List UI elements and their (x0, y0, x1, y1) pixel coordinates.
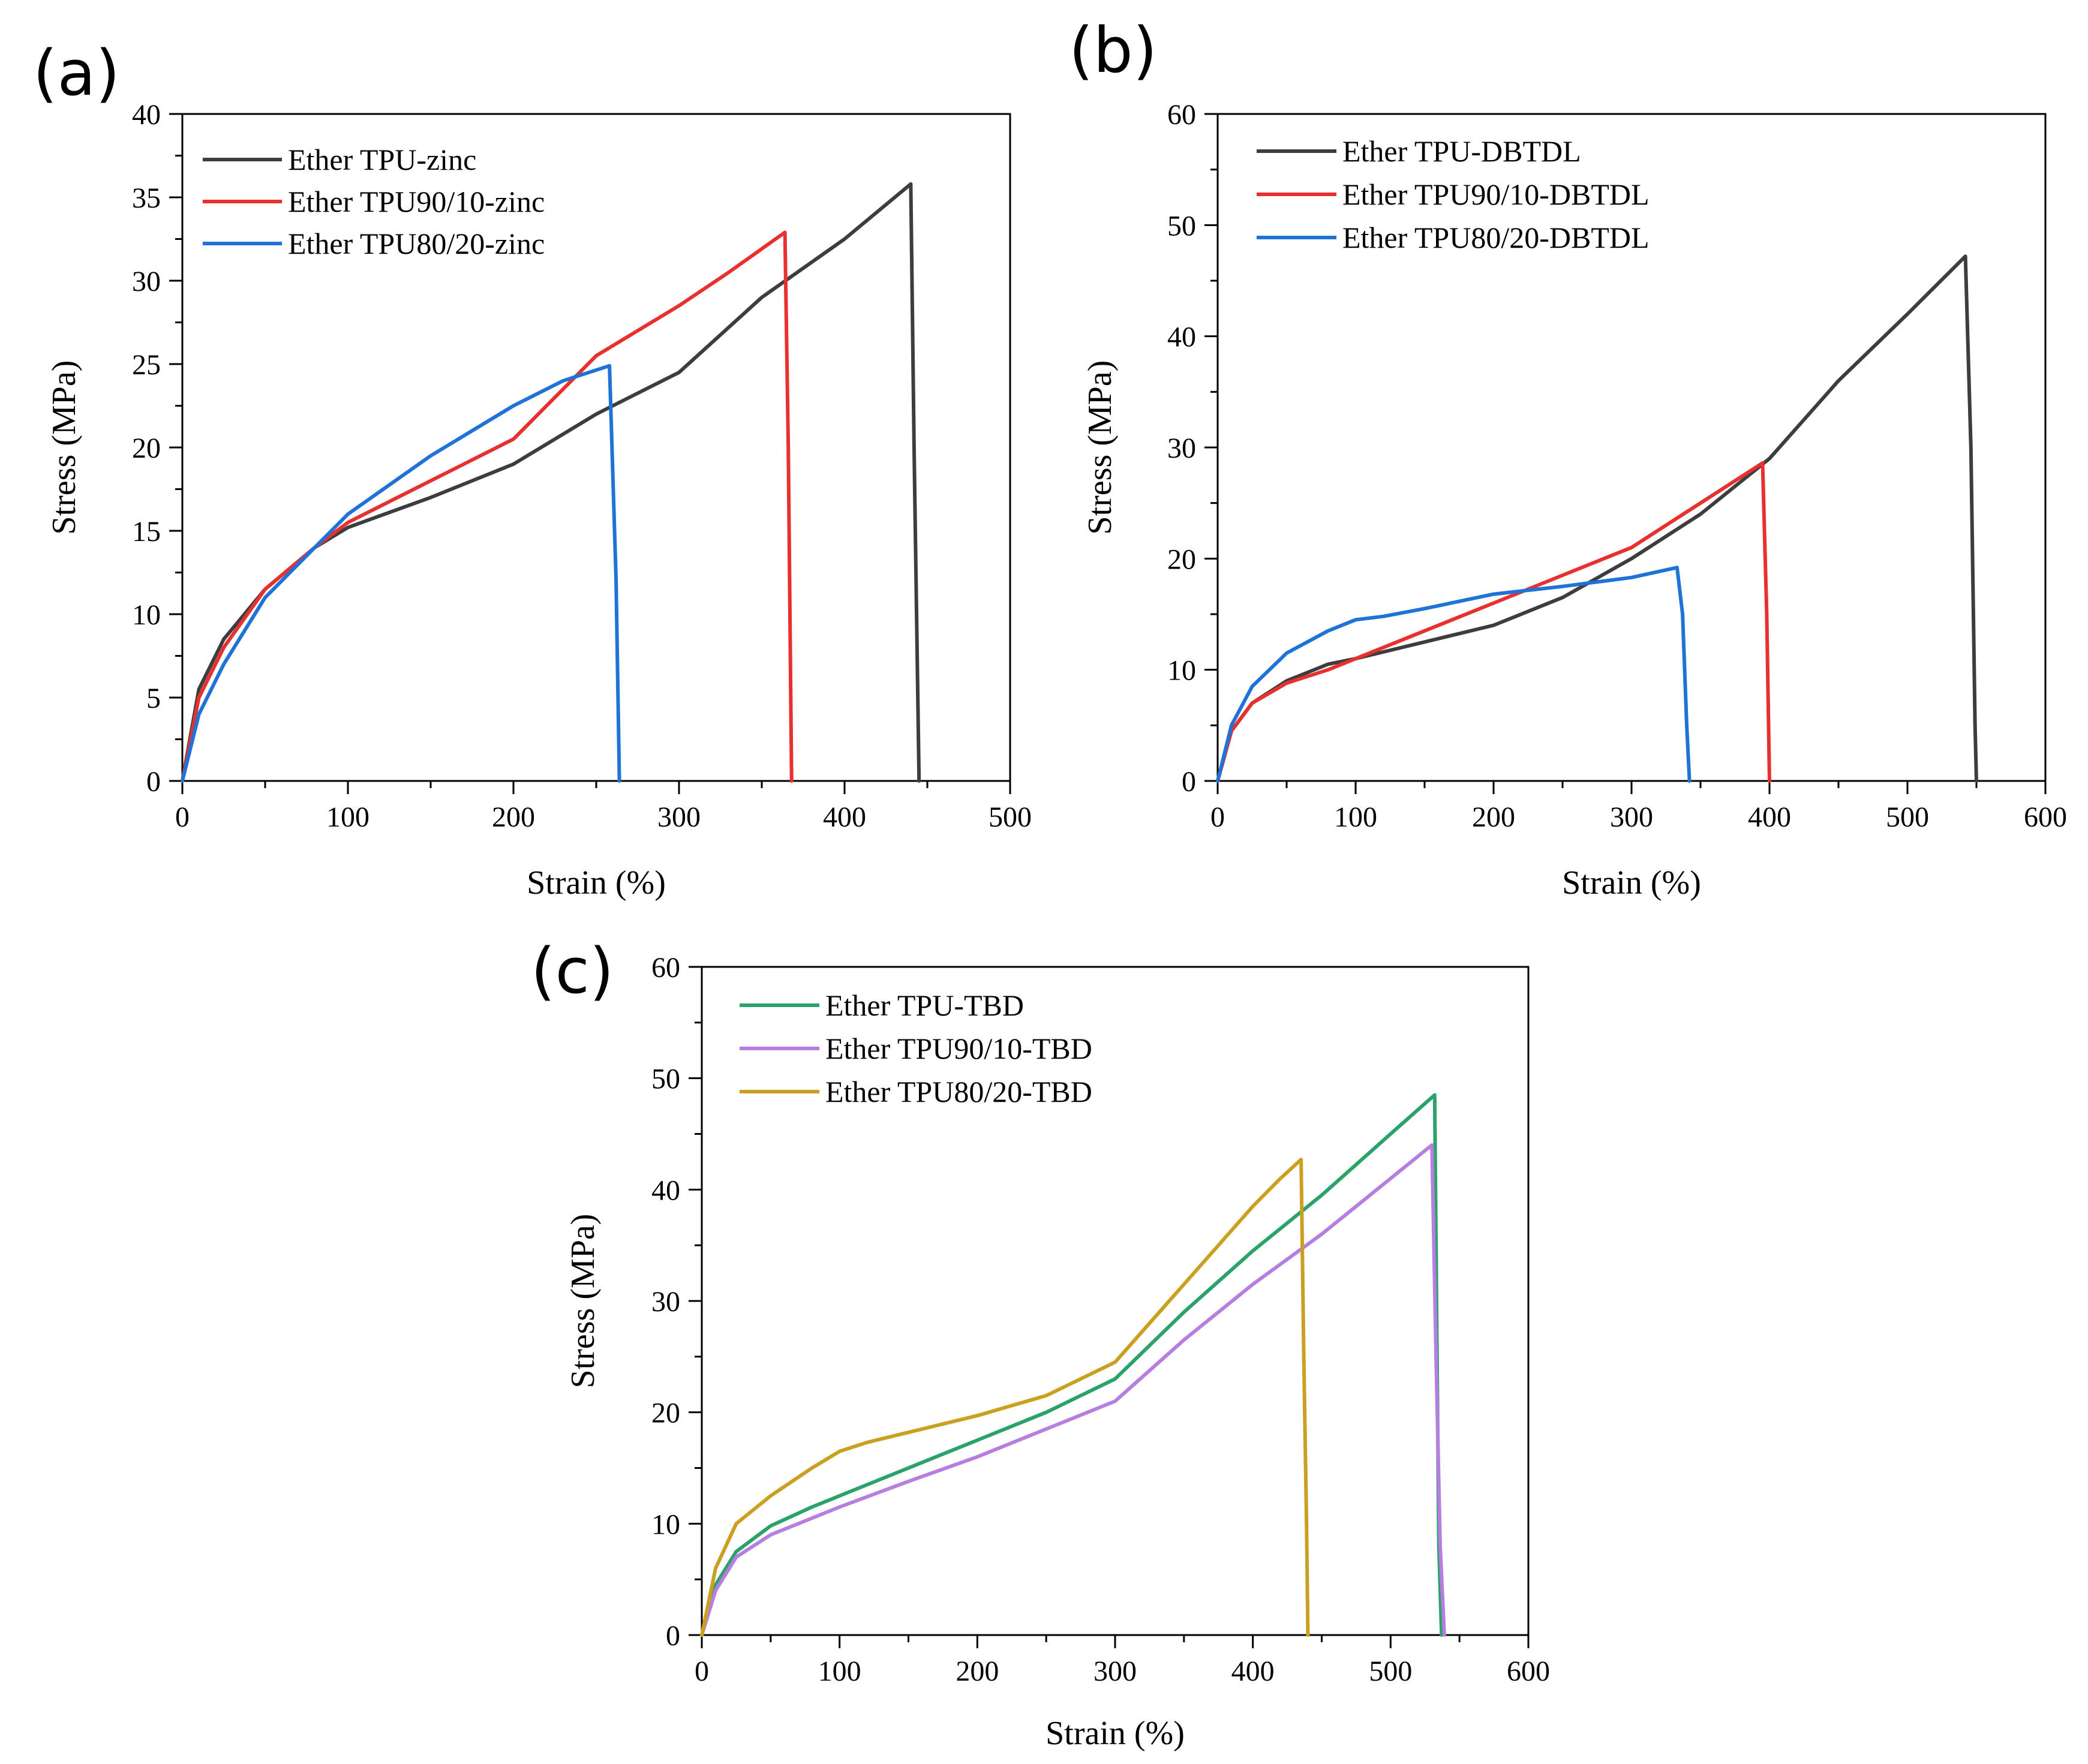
x-tick-label: 0 (695, 1655, 709, 1687)
x-tick-label: 100 (1334, 801, 1377, 833)
y-tick-label: 0 (666, 1620, 680, 1652)
series-line-1 (700, 1093, 1444, 1637)
y-tick-label: 60 (651, 952, 680, 984)
y-tick-label: 5 (146, 683, 161, 714)
y-tick-label: 20 (132, 432, 161, 464)
x-tick-label: 100 (818, 1655, 861, 1687)
y-tick-label: 40 (132, 99, 161, 131)
legend-label: Ether TPU-zinc (288, 143, 476, 176)
y-tick-label: 0 (146, 766, 161, 798)
series-line-1 (1216, 254, 1978, 783)
legend: Ether TPU-DBTDL Ether TPU90/10-DBTDL Ether… (1257, 134, 1650, 254)
x-tick-label: 300 (1610, 801, 1653, 833)
panel-label: (b) (1069, 14, 1157, 87)
x-tick-label: 400 (823, 801, 866, 833)
legend: Ether TPU-zinc Ether TPU90/10-zinc Ether T… (203, 143, 545, 260)
x-tick-label: 400 (1231, 1655, 1275, 1687)
series-line-3 (1216, 566, 1692, 783)
series-line-3 (700, 1158, 1310, 1637)
chart-panel-3: (c) 0 100 200 300 400 500 600 0 10 20 30 40 50 60 Strai… (531, 934, 1550, 1752)
x-axis-title: Strain (%) (1045, 1715, 1185, 1752)
x-tick-label: 600 (1507, 1655, 1550, 1687)
y-tick-label: 25 (132, 349, 161, 381)
y-tick-label: 35 (132, 182, 161, 214)
series-line-3 (181, 363, 621, 783)
x-tick-label: 300 (1093, 1655, 1137, 1687)
y-tick-label: 30 (1167, 432, 1196, 464)
y-tick-label: 0 (1182, 766, 1196, 798)
x-tick-label: 0 (1210, 801, 1225, 833)
x-tick-label: 200 (492, 801, 535, 833)
plot-frame (701, 966, 1530, 1636)
x-tick-label: 300 (657, 801, 701, 833)
y-tick-label: 30 (132, 266, 161, 297)
x-tick-label: 200 (956, 1655, 999, 1687)
series-line-2 (181, 230, 794, 783)
x-tick-label: 400 (1748, 801, 1791, 833)
x-tick-label: 500 (989, 801, 1032, 833)
x-tick-label: 200 (1472, 801, 1515, 833)
legend-label: Ether TPU90/10-DBTDL (1342, 178, 1650, 211)
series-line-1 (181, 182, 921, 783)
x-tick-label: 500 (1369, 1655, 1412, 1687)
x-axis-title: Strain (%) (1562, 864, 1701, 901)
chart-panel-2: (b) 0 100 200 300 400 500 600 0 10 20 30 40 50 60 Strai… (1069, 14, 2067, 901)
x-tick-label: 100 (326, 801, 369, 833)
y-tick-label: 20 (651, 1398, 680, 1429)
legend-label: Ether TPU-TBD (825, 988, 1024, 1022)
x-tick-label: 600 (2024, 801, 2067, 833)
y-tick-label: 10 (1167, 655, 1196, 687)
legend-label: Ether TPU80/20-zinc (288, 227, 545, 260)
y-tick-label: 20 (1167, 543, 1196, 575)
legend: Ether TPU-TBD Ether TPU90/10-TBD Ether TPU… (740, 988, 1092, 1108)
plot-frame (1216, 113, 2047, 782)
y-tick-label: 40 (1167, 321, 1196, 353)
y-tick-label: 60 (1167, 99, 1196, 131)
x-tick-label: 500 (1886, 801, 1929, 833)
y-tick-label: 40 (651, 1174, 680, 1206)
panel-label: (c) (531, 934, 614, 1008)
legend-label: Ether TPU80/20-DBTDL (1342, 221, 1650, 254)
y-tick-label: 10 (651, 1508, 680, 1540)
y-tick-label: 10 (132, 599, 161, 631)
series-line-2 (700, 1143, 1446, 1637)
legend-label: Ether TPU90/10-zinc (288, 185, 545, 218)
x-axis-title: Strain (%) (527, 864, 666, 901)
y-axis-title: Stress (MPa) (46, 360, 83, 535)
chart-panel-1: (a) 0 100 200 300 400 500 0 5 10 15 20 25 30 35 40 Strai… (33, 37, 1032, 901)
legend-label: Ether TPU80/20-TBD (825, 1075, 1092, 1108)
series-line-2 (1216, 461, 1771, 783)
panel-label: (a) (33, 37, 120, 110)
y-tick-label: 50 (1167, 210, 1196, 242)
y-axis-title: Stress (MPa) (564, 1214, 602, 1389)
legend-label: Ether TPU90/10-TBD (825, 1032, 1092, 1065)
y-axis-title: Stress (MPa) (1081, 360, 1119, 535)
y-tick-label: 50 (651, 1063, 680, 1095)
x-tick-label: 0 (175, 801, 190, 833)
y-tick-label: 15 (132, 516, 161, 548)
legend-label: Ether TPU-DBTDL (1342, 134, 1581, 168)
y-tick-label: 30 (651, 1286, 680, 1318)
